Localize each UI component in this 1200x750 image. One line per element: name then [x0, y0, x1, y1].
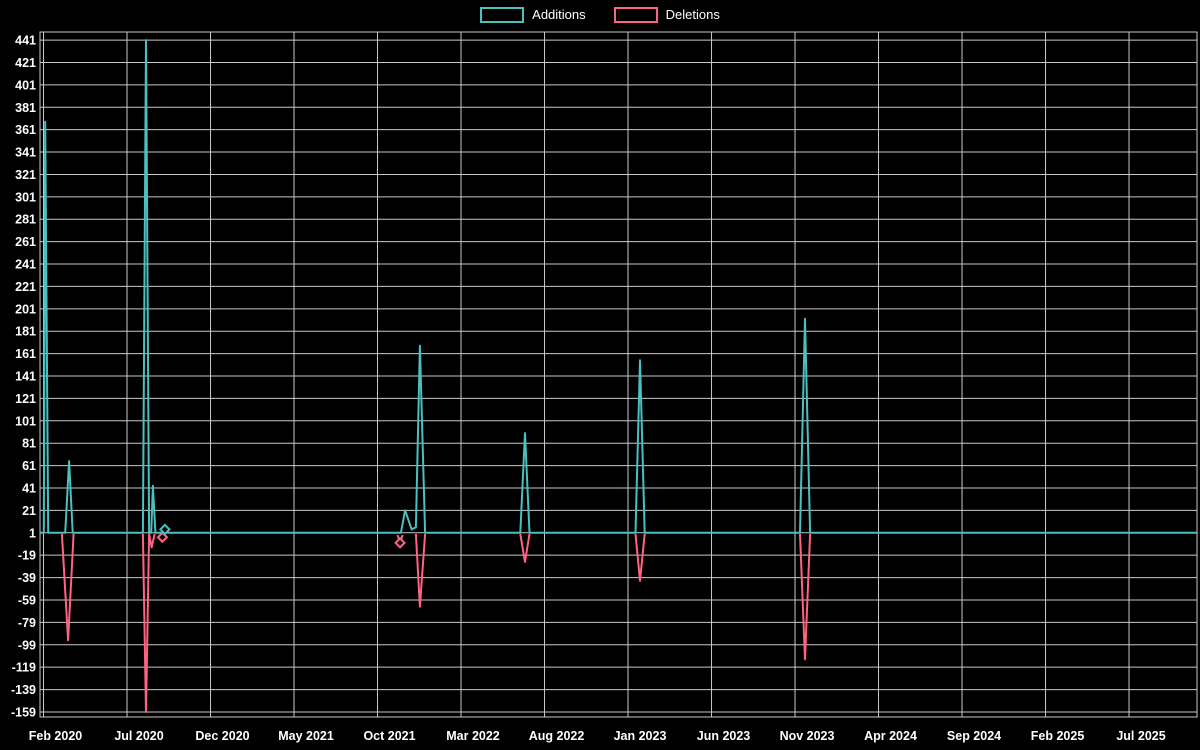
- y-tick-label: 201: [15, 302, 36, 316]
- y-tick-label: 121: [15, 392, 36, 406]
- y-tick-label: 281: [15, 213, 36, 227]
- y-tick-label: 401: [15, 78, 36, 92]
- y-tick-label: -39: [18, 571, 36, 585]
- y-tick-label: 321: [15, 168, 36, 182]
- y-tick-label: 1: [29, 526, 36, 540]
- series-line-deletions: [414, 533, 427, 608]
- y-tick-label: -79: [18, 616, 36, 630]
- legend-label-deletions: Deletions: [665, 7, 720, 22]
- series-line-deletions: [519, 533, 531, 563]
- series-group: [40, 39, 1197, 713]
- x-tick-label: Jan 2023: [614, 729, 667, 743]
- y-tick-label: -59: [18, 593, 36, 607]
- legend-item-deletions[interactable]: Deletions: [613, 7, 720, 23]
- series-line-deletions: [141, 532, 156, 713]
- legend-label-additions: Additions: [532, 7, 586, 22]
- deletions-swatch-icon: [613, 7, 658, 23]
- x-tick-label: Feb 2020: [29, 729, 83, 743]
- point-marker-deletions: [394, 536, 406, 549]
- chart-legend: Additions Deletions: [0, 7, 1200, 23]
- x-tick-label: Jul 2020: [114, 729, 163, 743]
- y-tick-label: 81: [22, 437, 36, 451]
- y-tick-label: 261: [15, 235, 36, 249]
- x-tick-label: Oct 2021: [363, 729, 415, 743]
- y-tick-label: 141: [15, 370, 36, 384]
- x-tick-label: Aug 2022: [529, 729, 585, 743]
- x-tick-label: Nov 2023: [780, 729, 835, 743]
- y-tick-label: -119: [12, 661, 36, 675]
- x-tick-label: Jun 2023: [697, 729, 751, 743]
- y-tick-label: 221: [15, 280, 36, 294]
- y-tick-label: -19: [18, 549, 36, 563]
- plot-border: [39, 31, 1198, 718]
- series-line-deletions: [634, 533, 646, 582]
- x-tick-label: Sep 2024: [947, 729, 1001, 743]
- series-line-deletions: [60, 533, 75, 642]
- y-tick-label: 301: [15, 190, 36, 204]
- series-line-additions: [40, 39, 1197, 534]
- y-tick-label: 341: [15, 146, 36, 160]
- y-tick-label: 381: [15, 101, 36, 115]
- x-tick-label: Jul 2025: [1116, 729, 1165, 743]
- y-tick-label: 101: [15, 414, 36, 428]
- y-tick-label: 41: [22, 481, 36, 495]
- y-tick-label: 421: [15, 56, 36, 70]
- y-tick-label: 161: [15, 347, 36, 361]
- y-tick-label: -139: [11, 683, 36, 697]
- point-marker-additions: [159, 523, 171, 536]
- y-tick-label: 241: [15, 258, 36, 272]
- y-tick-label: -159: [11, 705, 36, 719]
- y-tick-label: -99: [18, 638, 36, 652]
- additions-swatch-icon: [480, 7, 525, 23]
- x-tick-label: Dec 2020: [195, 729, 249, 743]
- y-tick-label: 61: [22, 459, 36, 473]
- x-tick-label: Mar 2022: [446, 729, 500, 743]
- series-line-deletions: [799, 533, 812, 661]
- y-tick-label: 181: [15, 325, 36, 339]
- legend-item-additions[interactable]: Additions: [480, 7, 586, 23]
- y-tick-label: 441: [15, 34, 36, 48]
- y-tick-label: 361: [15, 123, 36, 137]
- point-marker-deletions: [156, 531, 169, 544]
- x-tick-label: Apr 2024: [864, 729, 917, 743]
- y-tick-label: 21: [22, 504, 36, 518]
- x-tick-label: May 2021: [278, 729, 334, 743]
- x-tick-label: Feb 2025: [1031, 729, 1085, 743]
